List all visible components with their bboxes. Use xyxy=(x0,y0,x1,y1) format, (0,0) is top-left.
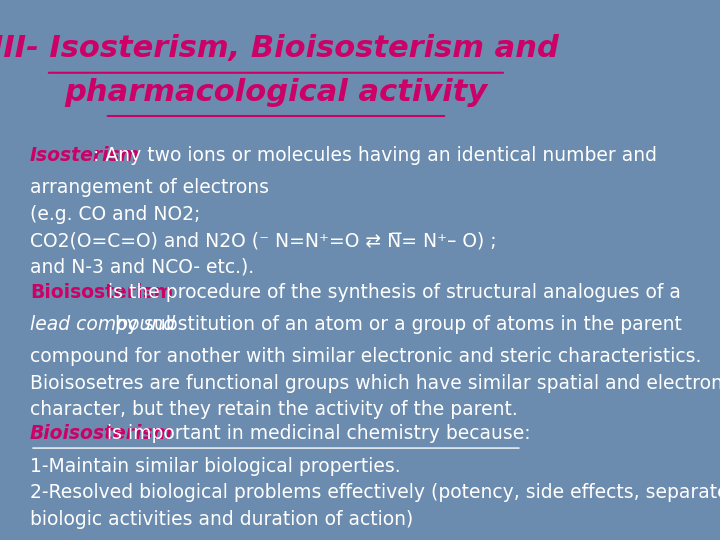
Text: Bioisosterism: Bioisosterism xyxy=(30,424,173,443)
Text: III- Isosterism, Bioisosterism and: III- Isosterism, Bioisosterism and xyxy=(0,35,559,63)
Text: Isosterism: Isosterism xyxy=(30,146,140,165)
Text: is the procedure of the synthesis of structural analogues of a: is the procedure of the synthesis of str… xyxy=(102,282,681,301)
Text: : Any two ions or molecules having an identical number and: : Any two ions or molecules having an id… xyxy=(93,146,657,165)
Text: compound for another with similar electronic and steric characteristics.
Bioisos: compound for another with similar electr… xyxy=(30,347,720,419)
Text: pharmacological activity: pharmacological activity xyxy=(64,78,487,107)
Text: arrangement of electrons
(e.g. CO and NO2;
CO2(O=C=O) and N2O (⁻ N=N⁺=O ⇄ N̅= N⁺: arrangement of electrons (e.g. CO and NO… xyxy=(30,178,497,276)
Text: 1-Maintain similar biological properties.
2-Resolved biological problems effecti: 1-Maintain similar biological properties… xyxy=(30,456,720,529)
Text: is important in medicinal chemistry because:: is important in medicinal chemistry beca… xyxy=(101,424,530,443)
Text: Bioisosterism: Bioisosterism xyxy=(30,282,174,301)
Text: by substitution of an atom or a group of atoms in the parent: by substitution of an atom or a group of… xyxy=(109,315,682,334)
Text: lead compound: lead compound xyxy=(30,315,175,334)
